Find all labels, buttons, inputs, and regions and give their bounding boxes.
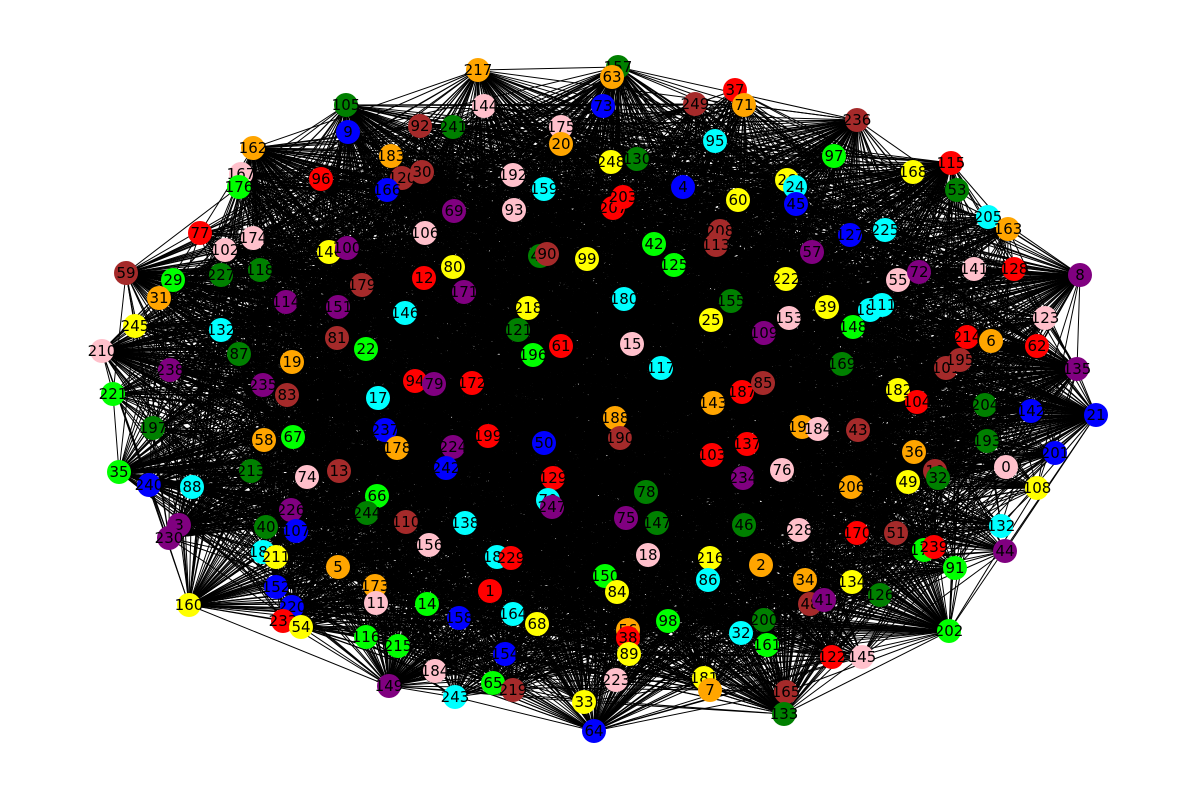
graph-edge bbox=[743, 104, 914, 173]
graph-edge bbox=[152, 427, 297, 532]
graph-edge bbox=[421, 76, 613, 173]
graph-edge bbox=[560, 126, 989, 218]
graph-edge bbox=[636, 158, 788, 181]
graph-edge bbox=[869, 228, 1009, 311]
graph-edge bbox=[743, 104, 835, 157]
graph-edge bbox=[262, 301, 287, 553]
graph-edge bbox=[560, 126, 716, 142]
graph-edge bbox=[199, 104, 745, 234]
graph-edge bbox=[856, 119, 961, 361]
graph-edge bbox=[694, 103, 1009, 230]
graph-edge bbox=[158, 126, 454, 299]
graph-edge bbox=[798, 119, 858, 531]
graph-edge bbox=[118, 353, 240, 473]
graph-edge bbox=[1007, 228, 1081, 276]
graph-edge bbox=[593, 653, 630, 732]
graph-edge bbox=[275, 171, 423, 558]
graph-edge bbox=[101, 329, 222, 352]
graph-edge bbox=[148, 279, 174, 486]
graph-edge bbox=[715, 244, 899, 391]
graph-edge bbox=[477, 66, 619, 71]
graph-edge bbox=[856, 119, 992, 342]
graph-edge bbox=[913, 274, 1081, 453]
graph-edge bbox=[984, 317, 1046, 406]
graph-edge bbox=[112, 186, 684, 395]
graph-edge bbox=[168, 369, 171, 539]
graph-edge bbox=[923, 549, 950, 632]
graph-edge bbox=[295, 131, 349, 532]
graph-edge bbox=[783, 550, 1006, 715]
graph-edge bbox=[454, 696, 595, 732]
graph-edge bbox=[118, 471, 390, 687]
graph-edge bbox=[617, 66, 920, 273]
graph-edge bbox=[1036, 368, 1078, 489]
graph-edge bbox=[188, 604, 390, 687]
graph-edge bbox=[252, 125, 421, 149]
graph-edge bbox=[262, 429, 386, 553]
graph-edge bbox=[714, 140, 915, 453]
graph-edge bbox=[734, 89, 1038, 347]
graph-edge bbox=[884, 229, 986, 406]
graph-edge bbox=[1076, 274, 1081, 370]
graph-edge bbox=[512, 174, 1009, 230]
graph-edge bbox=[169, 173, 242, 371]
graph-edge bbox=[483, 105, 835, 157]
graph-edge bbox=[168, 174, 514, 539]
graph-edge bbox=[783, 452, 1056, 715]
graph-edge bbox=[851, 466, 1007, 583]
graph-edge bbox=[547, 203, 797, 501]
graph-edge bbox=[783, 630, 950, 715]
graph-edge bbox=[240, 104, 347, 175]
graph-edge bbox=[112, 393, 297, 532]
graph-edge bbox=[452, 126, 625, 300]
graph-edge bbox=[125, 272, 154, 429]
graph-edge bbox=[743, 104, 858, 121]
graph-edge bbox=[112, 393, 120, 473]
graph-edge bbox=[168, 131, 349, 539]
graph-edge bbox=[602, 105, 1002, 527]
graph-edge bbox=[833, 155, 914, 173]
graph-edge bbox=[948, 414, 1097, 632]
graph-edge bbox=[125, 272, 171, 371]
graph-edge bbox=[419, 125, 1097, 416]
